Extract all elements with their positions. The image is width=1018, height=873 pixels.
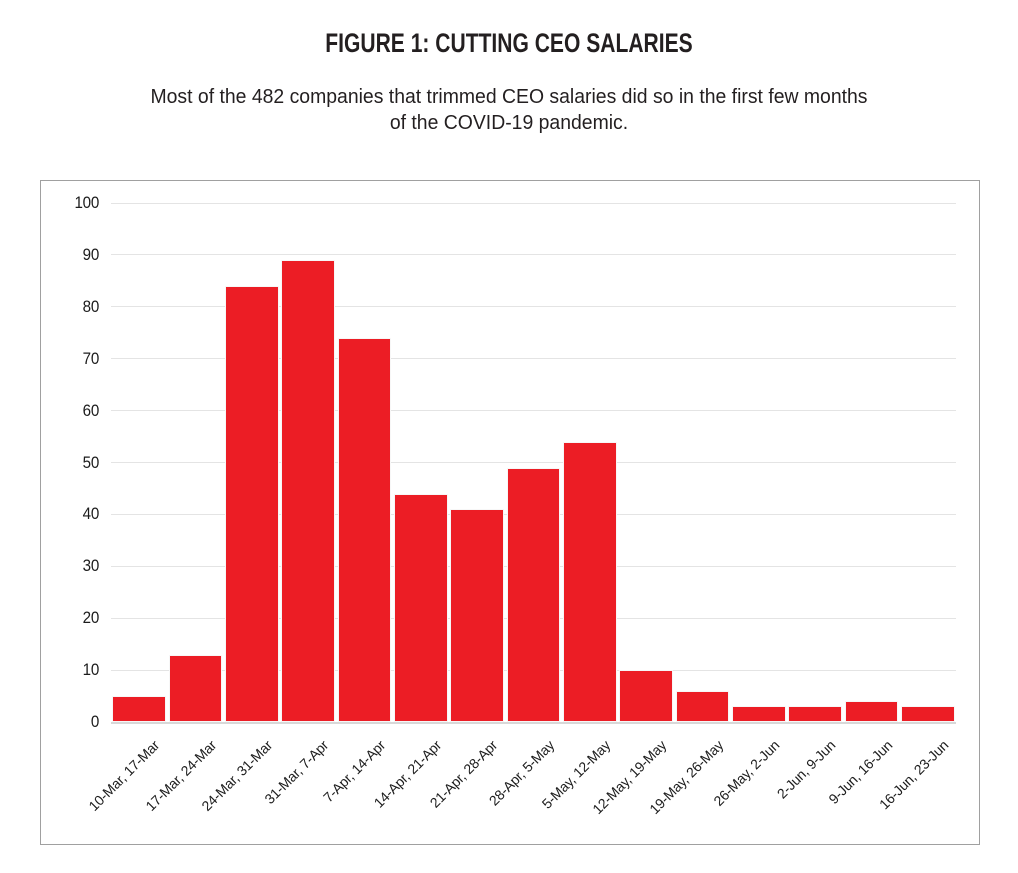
bar <box>675 690 730 722</box>
bar <box>112 696 167 722</box>
y-tick-label: 70 <box>82 349 100 368</box>
bar <box>619 670 674 722</box>
y-tick-label: 100 <box>74 194 99 212</box>
bar <box>281 260 336 722</box>
y-tick-label: 50 <box>82 453 100 472</box>
y-gridline <box>111 254 956 256</box>
y-gridline <box>111 202 956 204</box>
y-gridline <box>111 410 956 412</box>
figure-title: FIGURE 1: CUTTING CEO SALARIES <box>325 28 693 58</box>
bar <box>450 509 505 722</box>
bar <box>168 654 223 722</box>
y-tick-label: 80 <box>82 297 100 316</box>
y-gridline <box>111 306 956 308</box>
bar <box>788 706 843 722</box>
y-tick-label: 40 <box>82 505 100 524</box>
figure-subtitle-line1: Most of the 482 companies that trimmed C… <box>150 86 868 108</box>
x-axis-line <box>111 722 956 724</box>
y-gridline <box>111 358 956 360</box>
bar <box>506 467 561 722</box>
bar <box>900 706 955 722</box>
y-tick-label: 30 <box>82 557 100 576</box>
figure-subtitle-line2: of the COVID-19 pandemic. <box>389 112 629 134</box>
y-tick-label: 10 <box>82 661 100 680</box>
bar <box>393 493 448 722</box>
bar <box>337 337 392 722</box>
y-tick-label: 0 <box>90 713 99 731</box>
y-gridline <box>111 462 956 463</box>
y-tick-label: 20 <box>82 609 100 628</box>
bar <box>562 441 617 722</box>
y-tick-label: 60 <box>82 401 100 420</box>
bar <box>731 706 786 722</box>
bar <box>844 701 899 722</box>
plot-area: 0 10 20 30 40 50 60 70 80 90 100 10-Mar, 17-Mar 17-M… <box>74 194 956 817</box>
figure-subtitle: Most of the 482 companies that trimmed C… <box>15 84 1002 136</box>
bar <box>224 286 279 722</box>
y-tick-label: 90 <box>82 245 100 264</box>
chart-container: 0 10 20 30 40 50 60 70 80 90 100 10-Mar, 17-Mar 17-M… <box>40 180 980 845</box>
